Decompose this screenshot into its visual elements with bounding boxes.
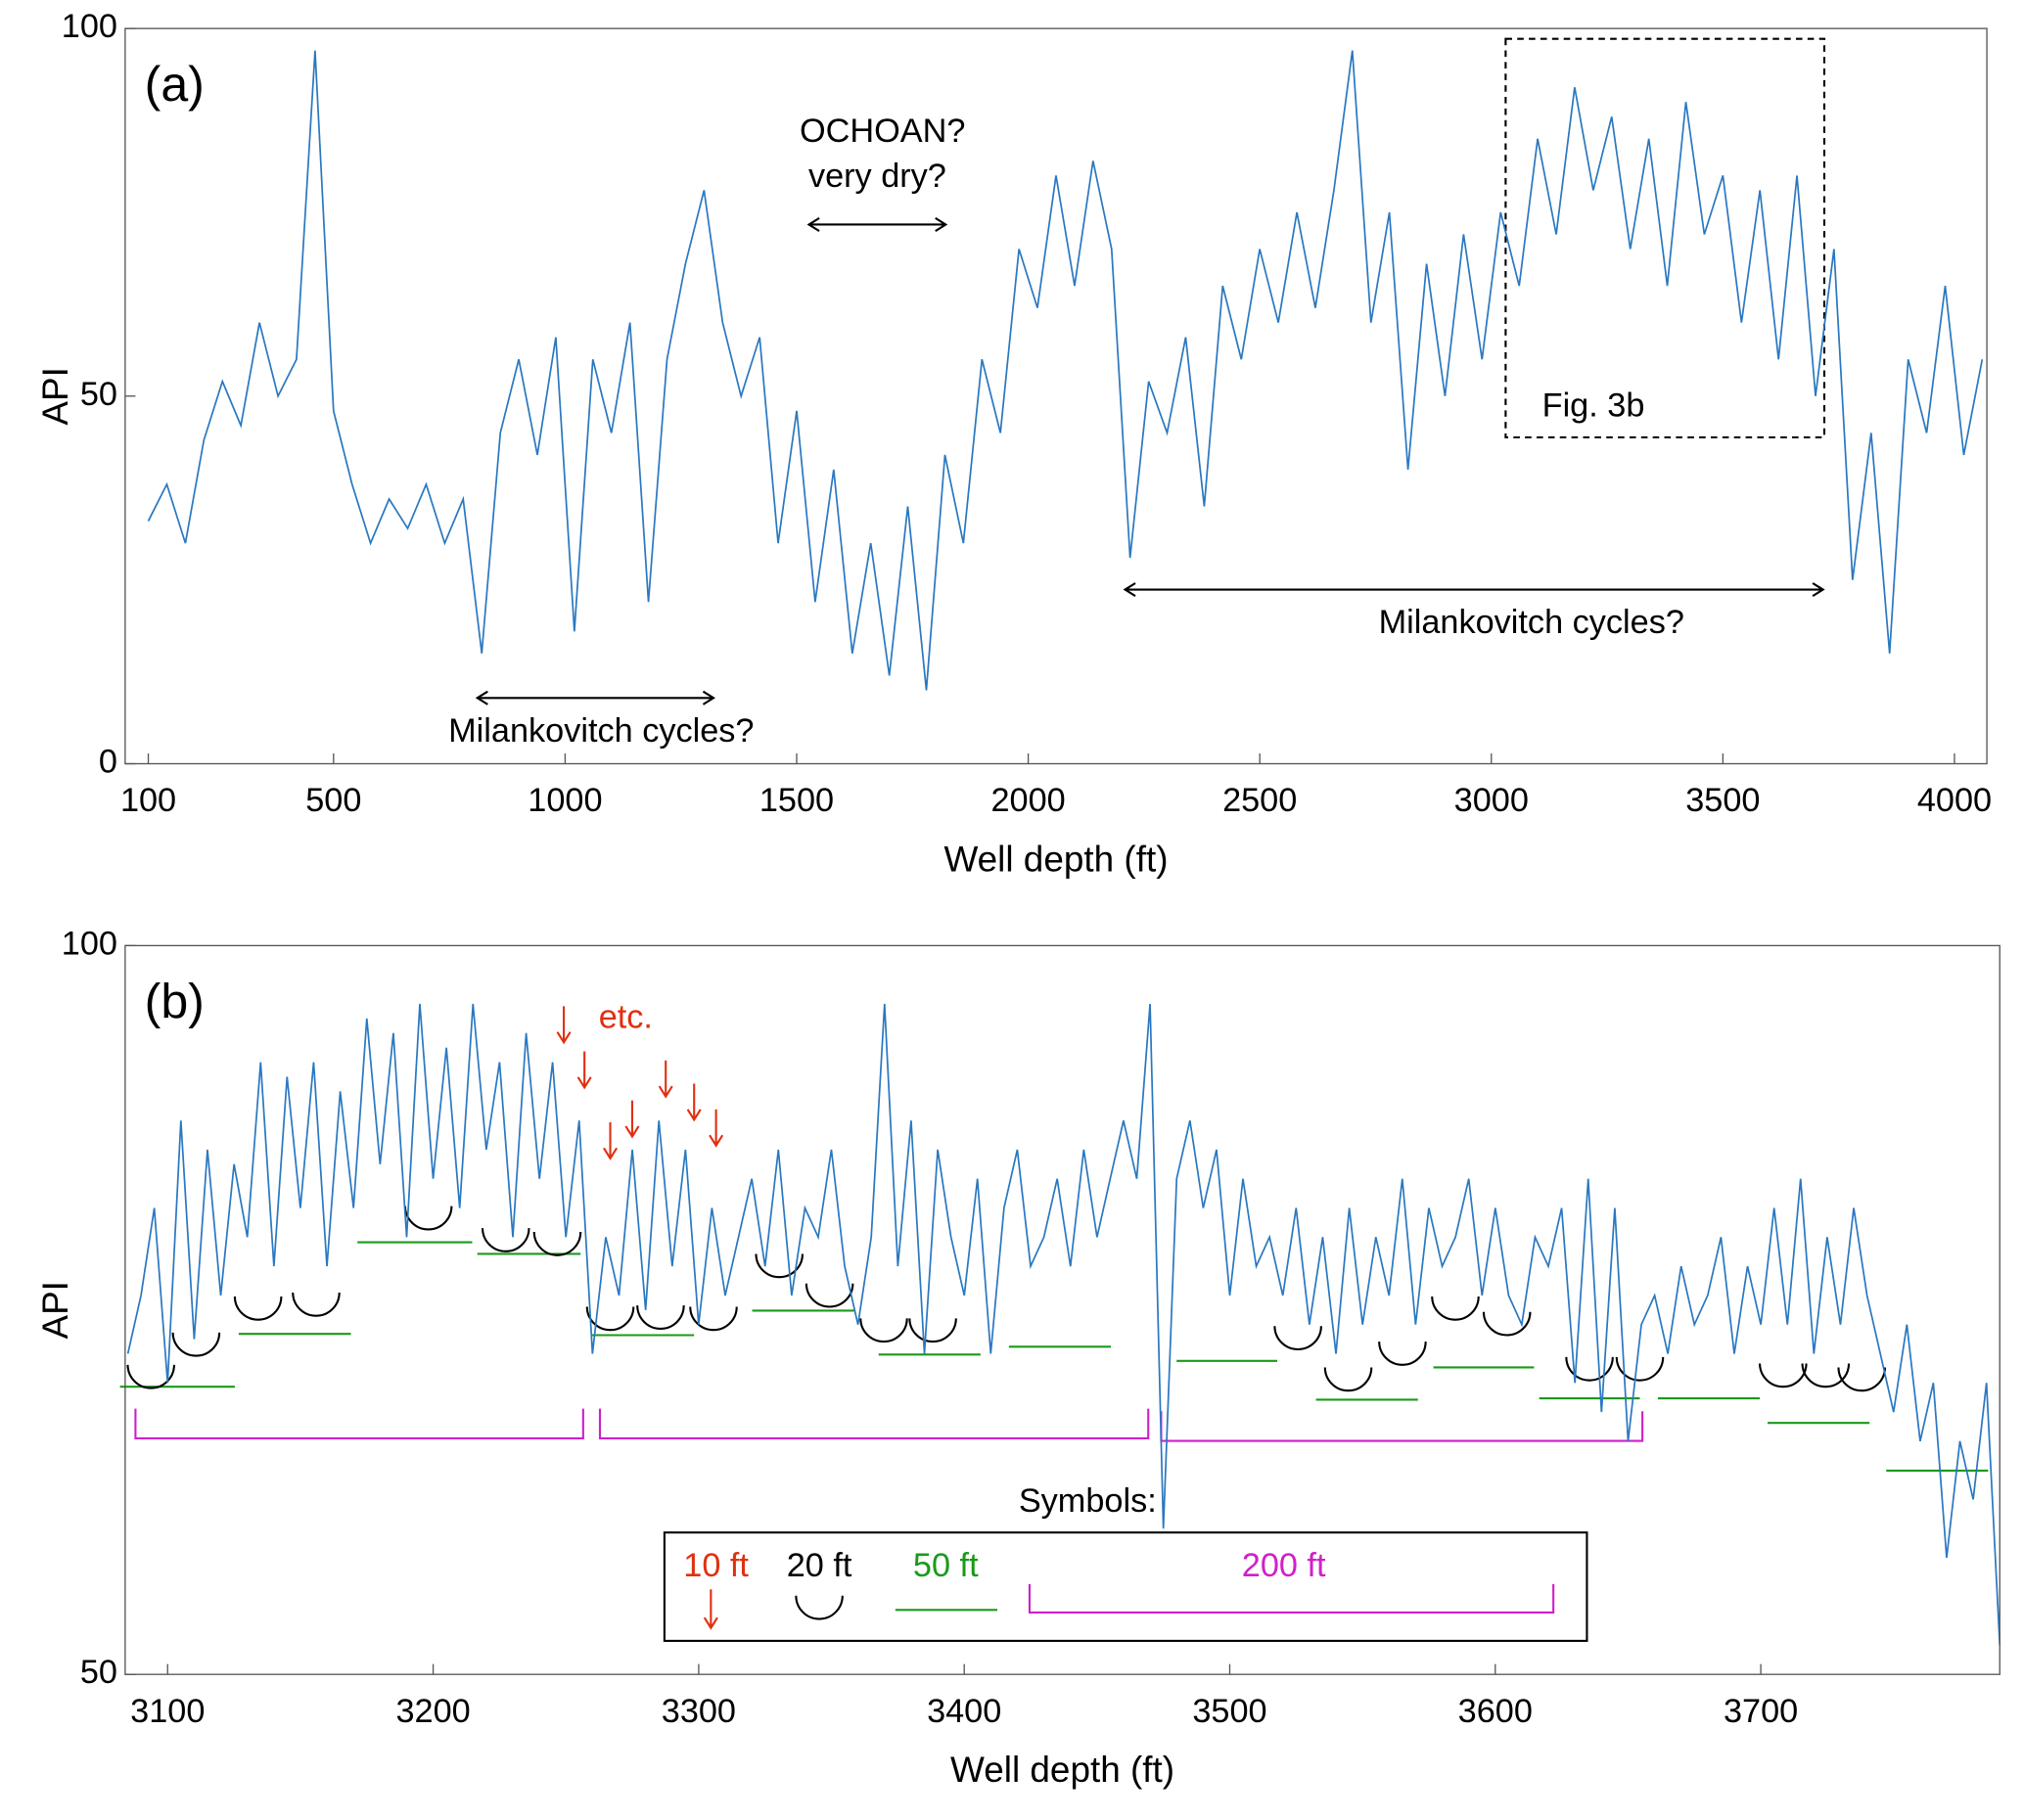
arc bbox=[689, 1306, 738, 1332]
panel-label: (a) bbox=[145, 57, 205, 112]
annotation: 20 ft bbox=[787, 1547, 852, 1584]
x-tick-label: 3700 bbox=[1724, 1693, 1798, 1730]
annotation: etc. bbox=[599, 999, 653, 1036]
data-line bbox=[147, 50, 1984, 691]
20ft-arcs bbox=[126, 1206, 1887, 1392]
x-tick-label: 2500 bbox=[1222, 782, 1297, 819]
x-tick-label: 3400 bbox=[927, 1693, 1001, 1730]
annotation: Milankovitch cycles? bbox=[1379, 604, 1684, 641]
arc bbox=[1482, 1311, 1532, 1337]
arc bbox=[755, 1253, 804, 1279]
annotation: OCHOAN? bbox=[800, 113, 965, 150]
data-line bbox=[126, 1003, 2001, 1646]
x-tick-label: 4000 bbox=[1917, 782, 1992, 819]
plot-frame bbox=[124, 944, 2000, 1675]
50ft-lines bbox=[119, 1241, 1989, 1472]
legend-arc bbox=[795, 1595, 844, 1620]
symbols-box bbox=[663, 1531, 1588, 1642]
arc bbox=[1323, 1367, 1373, 1392]
arc bbox=[292, 1292, 341, 1317]
arc bbox=[1801, 1363, 1851, 1388]
arc bbox=[1273, 1326, 1322, 1350]
arc bbox=[1759, 1363, 1808, 1388]
y-tick-label: 50 bbox=[80, 1654, 117, 1691]
range-arrows bbox=[475, 217, 1825, 705]
arc bbox=[1378, 1342, 1427, 1366]
200ft-brackets bbox=[134, 1408, 1644, 1442]
annotation: Symbols: bbox=[1019, 1482, 1157, 1520]
x-tick-label: 3500 bbox=[1192, 1693, 1266, 1730]
y-tick-label: 0 bbox=[99, 744, 117, 781]
x-tick-label: 3200 bbox=[395, 1693, 470, 1730]
x-axis-label: Well depth (ft) bbox=[943, 839, 1168, 879]
arrow bbox=[686, 1083, 702, 1122]
arrow bbox=[624, 1100, 640, 1139]
arrow bbox=[709, 1109, 724, 1148]
arc bbox=[1565, 1356, 1614, 1382]
plot-frame bbox=[124, 27, 1988, 765]
y-tick-label: 100 bbox=[62, 8, 117, 45]
y-tick-label: 100 bbox=[62, 925, 117, 962]
x-axis-label: Well depth (ft) bbox=[950, 1750, 1174, 1790]
arrow bbox=[576, 1051, 592, 1090]
arc bbox=[1837, 1367, 1887, 1392]
x-tick-label: 3600 bbox=[1458, 1693, 1533, 1730]
x-tick-label: 3500 bbox=[1685, 782, 1760, 819]
arc bbox=[233, 1296, 283, 1321]
y-axis-label: API bbox=[35, 1281, 75, 1340]
annotation: 200 ft bbox=[1242, 1547, 1326, 1584]
arc bbox=[532, 1232, 582, 1256]
10ft-arrows bbox=[556, 1006, 724, 1160]
legend-arrow bbox=[703, 1589, 718, 1630]
y-axis-label: API bbox=[35, 367, 75, 425]
x-tick-label: 100 bbox=[120, 782, 176, 819]
arc bbox=[126, 1364, 176, 1389]
panel-label: (b) bbox=[145, 974, 205, 1028]
arc bbox=[805, 1283, 854, 1308]
arrow bbox=[603, 1121, 619, 1160]
x-tick-label: 1000 bbox=[528, 782, 602, 819]
annotation: 10 ft bbox=[683, 1547, 749, 1584]
arc bbox=[481, 1228, 530, 1252]
arrow bbox=[556, 1006, 572, 1045]
arc bbox=[636, 1305, 685, 1330]
x-tick-label: 3000 bbox=[1454, 782, 1529, 819]
x-tick-label: 3300 bbox=[662, 1693, 736, 1730]
x-tick-label: 500 bbox=[305, 782, 361, 819]
annotation: Fig. 3b bbox=[1542, 387, 1645, 425]
arrow bbox=[658, 1060, 673, 1099]
y-tick-label: 50 bbox=[80, 376, 117, 413]
annotation: 50 ft bbox=[913, 1547, 979, 1584]
x-tick-label: 1500 bbox=[759, 782, 834, 819]
arc bbox=[859, 1318, 908, 1343]
annotation: Milankovitch cycles? bbox=[448, 712, 754, 750]
x-tick-label: 3100 bbox=[130, 1693, 205, 1730]
x-tick-label: 2000 bbox=[990, 782, 1065, 819]
arc bbox=[585, 1306, 635, 1332]
annotation: very dry? bbox=[808, 158, 946, 195]
arc bbox=[908, 1318, 957, 1343]
legend-bracket bbox=[1028, 1583, 1555, 1614]
arc bbox=[1615, 1356, 1665, 1382]
arc bbox=[1431, 1296, 1480, 1321]
arc bbox=[403, 1206, 453, 1231]
zoom-box bbox=[1504, 37, 1826, 439]
arc bbox=[171, 1332, 221, 1357]
